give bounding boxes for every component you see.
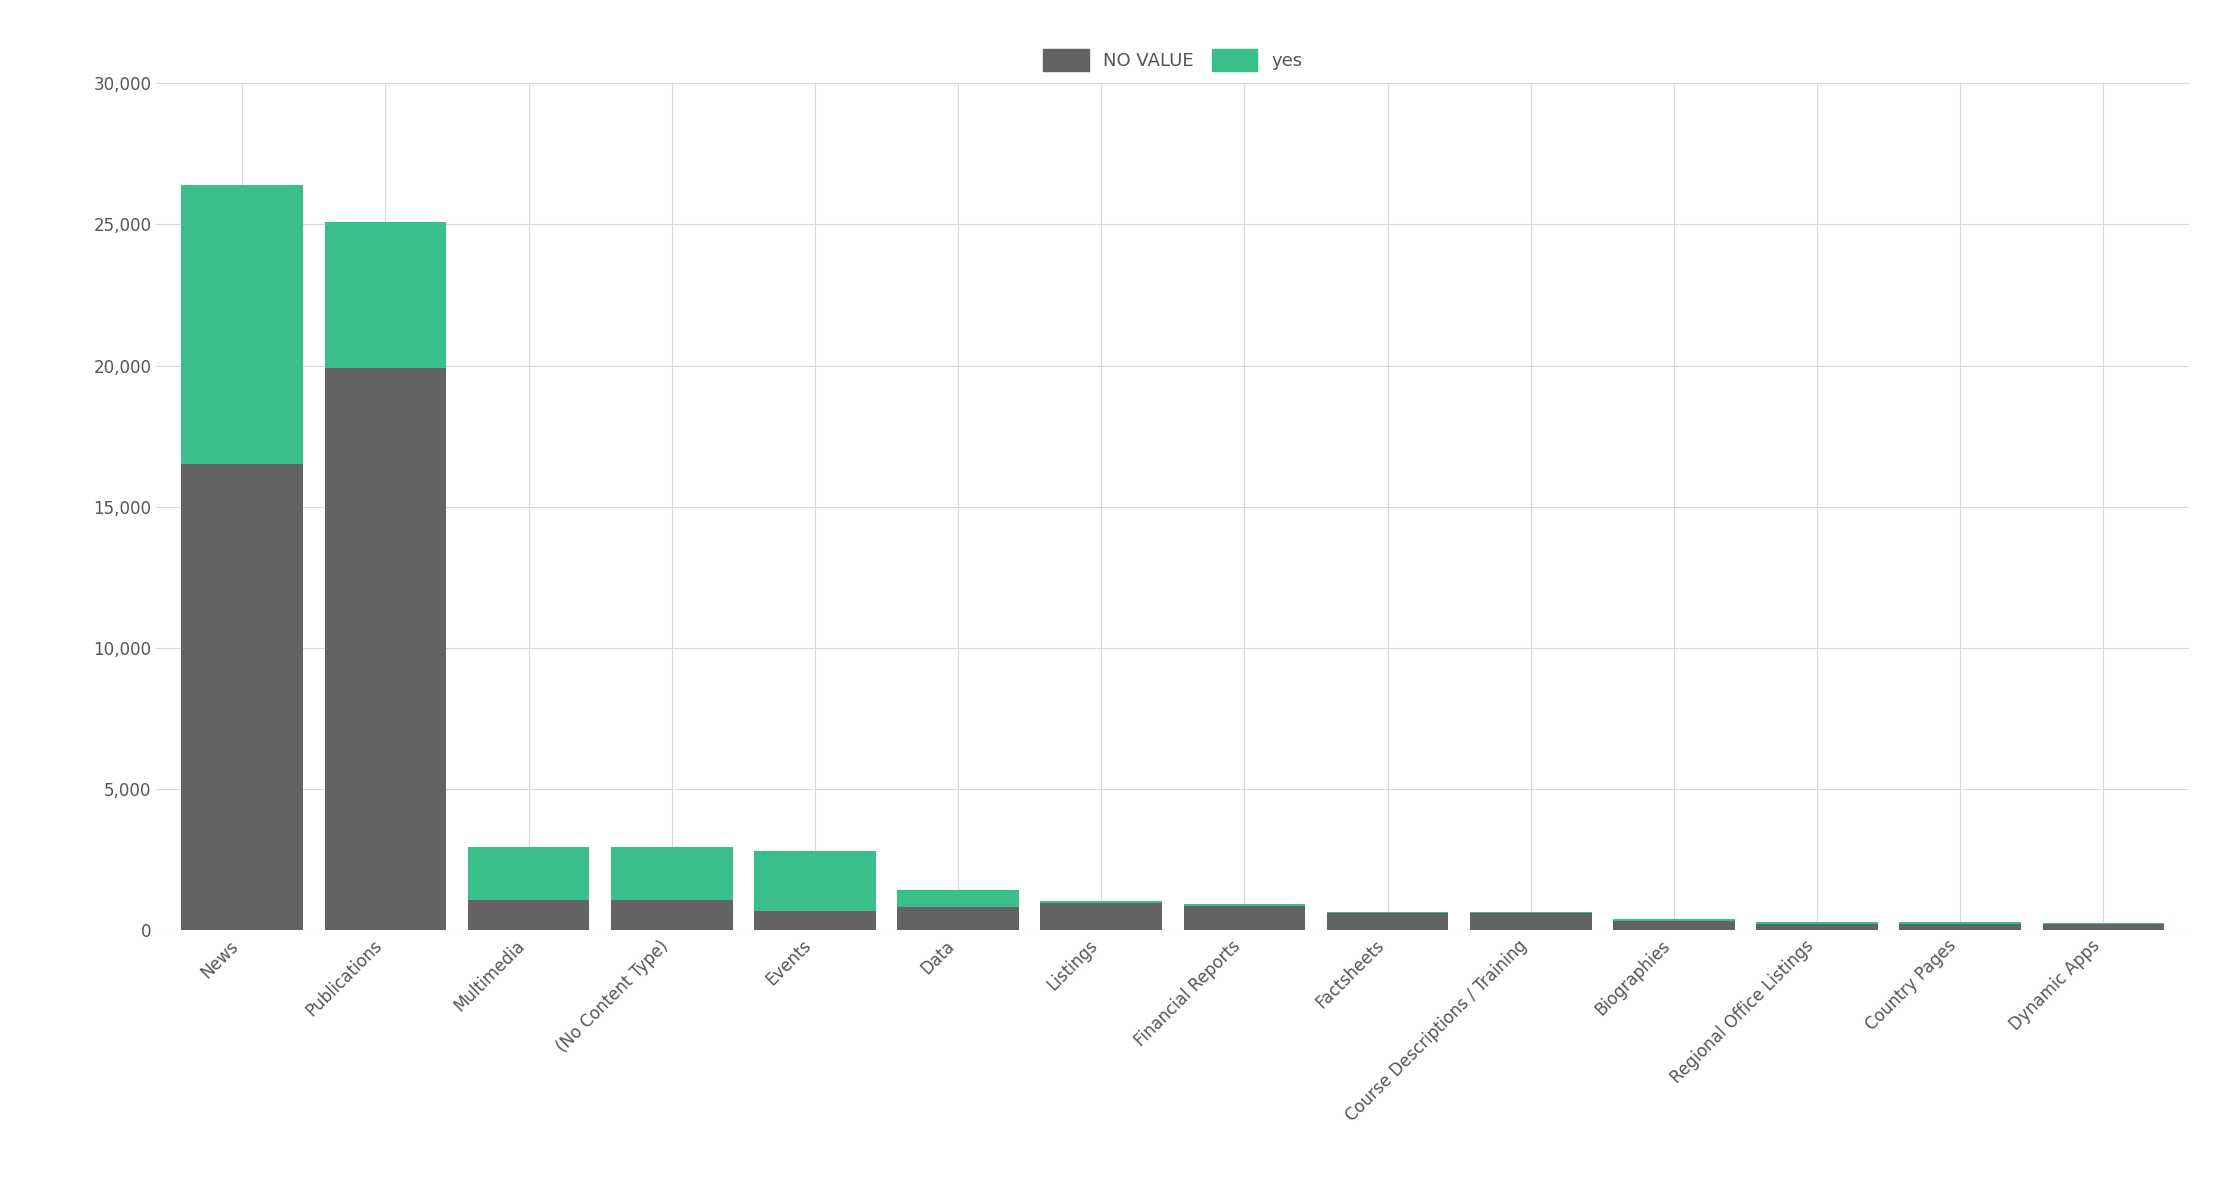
Bar [1041, 901, 1162, 904]
Bar [1327, 913, 1448, 930]
Bar [755, 851, 876, 912]
Bar [898, 889, 1019, 907]
Bar [1184, 905, 1305, 906]
Bar [2042, 925, 2165, 930]
Bar [1756, 921, 1879, 924]
Bar [1613, 920, 1736, 930]
Bar [1184, 906, 1305, 930]
Bar [610, 900, 733, 930]
Bar [1613, 919, 1736, 920]
Bar [1327, 912, 1448, 913]
Bar [1756, 924, 1879, 930]
Bar [181, 185, 304, 465]
Bar [898, 907, 1019, 930]
Bar [1470, 913, 1591, 930]
Bar [610, 846, 733, 900]
Bar [467, 846, 590, 900]
Bar [181, 465, 304, 930]
Bar [2042, 923, 2165, 925]
Bar [1899, 924, 2022, 930]
Legend: NO VALUE, yes: NO VALUE, yes [1037, 42, 1309, 79]
Bar [467, 900, 590, 930]
Bar [1041, 904, 1162, 930]
Bar [1470, 912, 1591, 913]
Bar [755, 912, 876, 930]
Bar [324, 368, 447, 930]
Bar [1899, 921, 2022, 924]
Bar [324, 222, 447, 368]
